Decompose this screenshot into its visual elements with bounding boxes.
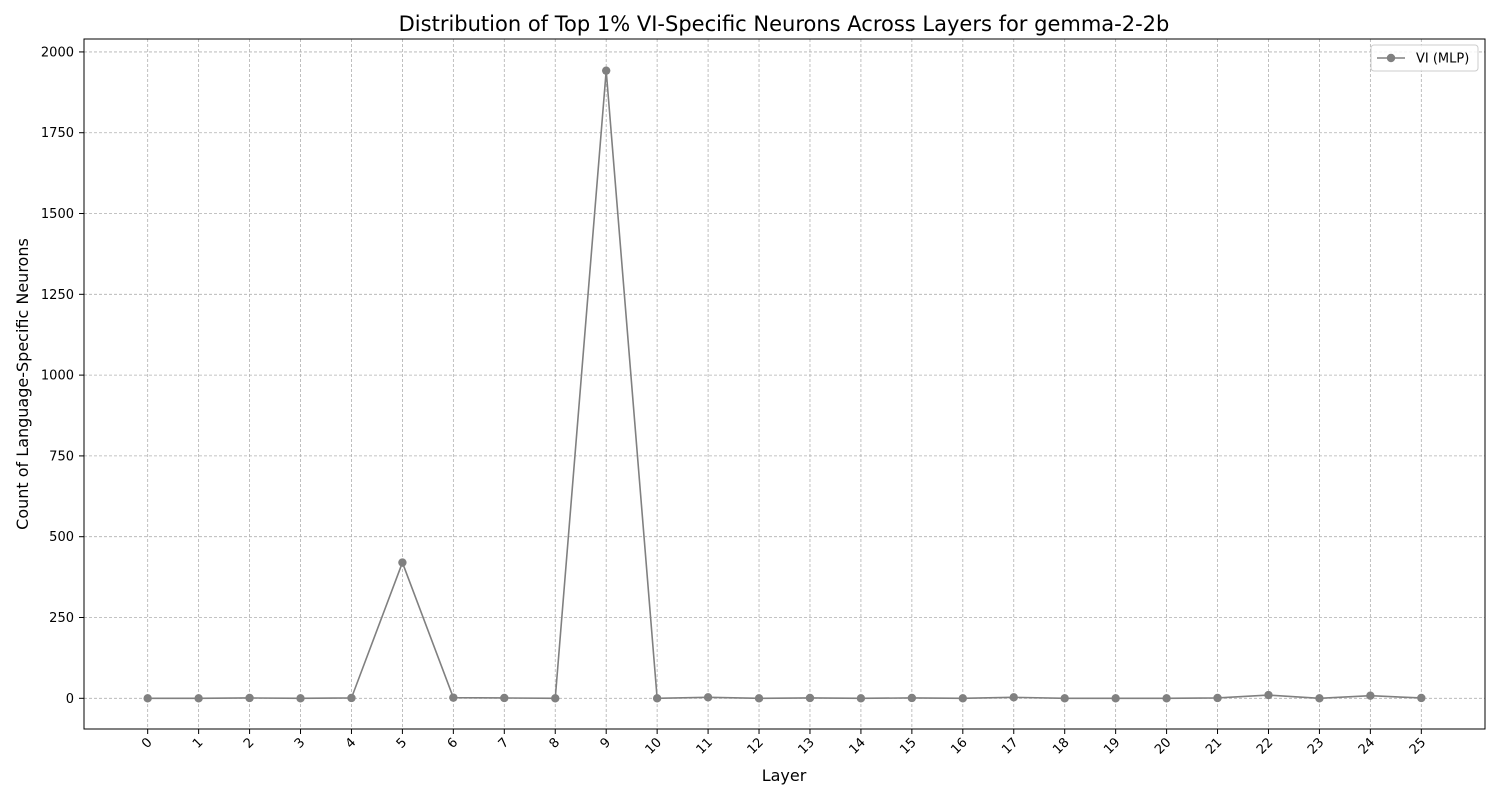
- y-tick-label: 500: [49, 530, 74, 545]
- data-point: [1060, 694, 1069, 703]
- x-tick-label: 0: [139, 735, 155, 751]
- y-tick-label: 250: [49, 611, 74, 626]
- x-tick-label: 22: [1254, 735, 1276, 757]
- x-tick-label: 9: [598, 735, 614, 751]
- data-point: [500, 693, 509, 703]
- data-point: [907, 693, 917, 703]
- x-tick-label: 23: [1305, 735, 1327, 757]
- data-point: [1417, 693, 1426, 703]
- x-tick-label: 6: [445, 735, 461, 751]
- data-point: [652, 694, 662, 703]
- y-tick-label: 750: [49, 449, 74, 464]
- x-tick-label: 24: [1356, 735, 1378, 757]
- x-tick-label: 11: [694, 735, 716, 757]
- x-tick-label: 8: [547, 735, 563, 751]
- x-tick-label: 25: [1407, 735, 1429, 757]
- data-point: [1366, 691, 1375, 700]
- y-tick-label: 2000: [41, 45, 74, 60]
- legend: VI (MLP): [1370, 44, 1479, 72]
- plot-frame: [83, 38, 1486, 730]
- x-tick-label: 10: [643, 735, 665, 757]
- data-point: [245, 693, 254, 703]
- data-point: [551, 694, 560, 703]
- x-tick-label: 20: [1152, 735, 1174, 757]
- x-tick-label: 13: [795, 735, 817, 757]
- y-tick-label: 1750: [41, 126, 74, 141]
- x-tick-label: 17: [999, 735, 1021, 757]
- x-tick-label: 4: [343, 735, 359, 751]
- data-point: [398, 558, 407, 567]
- data-point: [1264, 690, 1273, 700]
- data-point: [1111, 694, 1120, 703]
- data-point: [1009, 693, 1018, 702]
- y-tick-label: 1500: [41, 207, 74, 222]
- x-tick-label: 19: [1101, 735, 1123, 757]
- x-tick-label: 16: [948, 735, 970, 757]
- data-point: [1315, 694, 1324, 703]
- legend-label: VI (MLP): [1416, 52, 1469, 67]
- x-tick-label: 2: [241, 735, 257, 751]
- y-tick-label: 0: [66, 692, 74, 707]
- data-point: [1213, 693, 1222, 703]
- chart-title: Distribution of Top 1% VI-Specific Neuro…: [399, 12, 1170, 36]
- grid: [84, 39, 1485, 729]
- legend-box: [1370, 44, 1479, 72]
- legend-marker-swatch: [1386, 53, 1396, 63]
- series-layer: [143, 66, 1426, 703]
- x-tick-label: 21: [1203, 735, 1225, 757]
- x-tick-label: 1: [190, 735, 206, 751]
- data-point: [958, 694, 968, 703]
- y-axis-label: Count of Language-Specific Neurons: [13, 238, 32, 530]
- data-point: [856, 694, 866, 703]
- x-tick-label: 5: [394, 735, 410, 751]
- x-tick-label: 3: [292, 735, 308, 751]
- data-point: [703, 693, 713, 702]
- data-point: [449, 693, 458, 702]
- x-tick-label: 12: [745, 735, 767, 757]
- data-point: [194, 694, 203, 703]
- x-axis-label: Layer: [762, 766, 807, 785]
- y-tick-label: 1000: [41, 369, 74, 384]
- y-tick-label: 1250: [41, 288, 74, 303]
- series-line: [147, 70, 1422, 700]
- data-point: [143, 694, 152, 703]
- x-tick-label: 7: [496, 735, 512, 751]
- data-point: [347, 693, 356, 703]
- x-tick-label: 18: [1050, 735, 1072, 757]
- data-point: [805, 693, 815, 703]
- data-point: [601, 66, 611, 75]
- x-tick-label: 15: [897, 735, 919, 757]
- x-tick-label: 14: [846, 735, 868, 757]
- data-point: [1162, 694, 1171, 703]
- data-point: [754, 694, 764, 703]
- data-point: [296, 694, 305, 703]
